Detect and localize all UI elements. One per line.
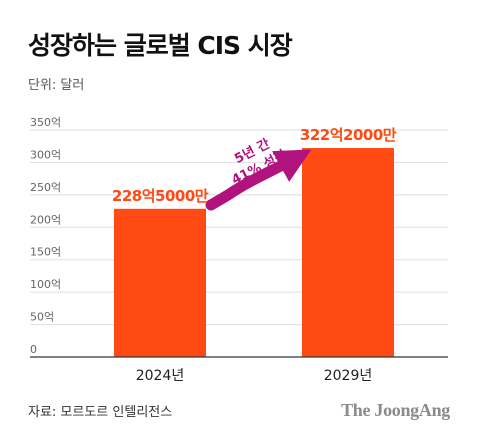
data-label: 228억5000만 <box>112 187 209 205</box>
x-tick-label: 2029년 <box>324 368 373 384</box>
y-tick-label: 300억 <box>30 148 61 161</box>
source-note: 자료: 모르도르 인텔리전스 <box>28 405 173 420</box>
bar <box>114 208 206 357</box>
y-tick-label: 50억 <box>30 311 54 324</box>
y-tick-label: 100억 <box>30 278 61 291</box>
unit-label: 단위: 달러 <box>28 78 85 93</box>
y-tick-label: 150억 <box>30 246 61 259</box>
data-label: 322억2000만 <box>300 126 397 144</box>
bar <box>302 148 394 357</box>
chart-title: 성장하는 글로벌 CIS 시장 <box>28 31 293 60</box>
x-tick-label: 2024년 <box>136 368 185 384</box>
y-tick-label: 350억 <box>30 116 61 129</box>
growth-arrow <box>205 149 312 211</box>
y-tick-label: 200억 <box>30 213 61 226</box>
y-tick-label: 0 <box>30 343 37 356</box>
publisher-logo: The JoongAng <box>341 400 450 420</box>
y-tick-label: 250억 <box>30 181 61 194</box>
